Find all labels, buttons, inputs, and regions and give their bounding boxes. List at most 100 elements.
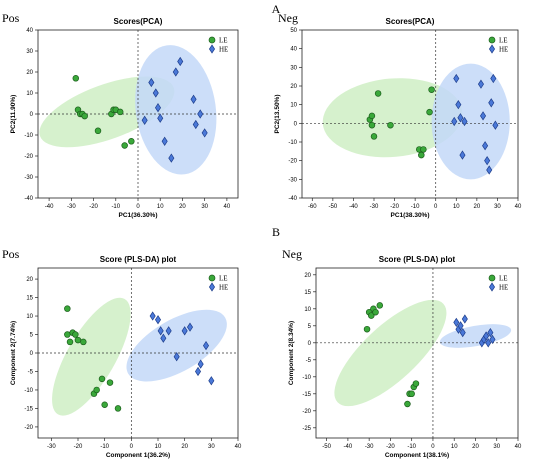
y-tick-label: -15 — [302, 392, 311, 398]
x-tick-label: 0 — [431, 444, 435, 450]
y-tick-label: -10 — [288, 140, 297, 146]
point-le — [412, 380, 420, 387]
point-he — [487, 327, 494, 338]
y-tick-label: -30 — [288, 177, 297, 183]
legend-label-le: LE — [219, 275, 228, 283]
point-le — [81, 112, 88, 120]
point-le — [374, 90, 382, 97]
x-axis-label: Component 1(36.2%) — [106, 452, 170, 459]
point-he — [486, 165, 493, 175]
x-tick-label: 30 — [494, 204, 501, 210]
legend-label-he: HE — [499, 46, 508, 54]
point-le — [368, 312, 375, 319]
point-he — [453, 317, 460, 328]
legend-marker-he — [208, 282, 216, 292]
point-le — [106, 379, 114, 386]
legend-label-he: HE — [219, 46, 228, 54]
point-he — [490, 73, 497, 84]
plot-frame — [315, 267, 519, 439]
x-tick-label: 20 — [474, 204, 481, 210]
y-tick-label: 30 — [26, 49, 33, 55]
legend-marker-le — [488, 36, 496, 44]
point-he — [477, 79, 484, 89]
x-tick-label: 0 — [130, 444, 134, 450]
x-tick-label: -20 — [89, 204, 98, 210]
y-tick-label: 10 — [26, 314, 33, 320]
y-tick-label: -30 — [24, 175, 33, 181]
x-tick-label: 40 — [235, 444, 242, 450]
point-le — [368, 112, 376, 120]
y-tick-label: -40 — [288, 196, 297, 202]
point-le — [101, 401, 108, 408]
x-tick-label: -40 — [344, 444, 353, 450]
confidence-ellipse-he — [126, 309, 227, 382]
y-tick-label: 5 — [30, 333, 34, 339]
x-tick-label: -30 — [67, 204, 76, 210]
point-le — [72, 331, 79, 338]
y-tick-label: 40 — [26, 28, 33, 34]
legend-marker-he — [488, 44, 496, 54]
panel-1: Neg Scores(PCA) -60 -50 -40 -30 -20 -10 0 10 20 30 4… — [274, 11, 522, 219]
confidence-ellipse-he — [135, 45, 217, 175]
point-he — [165, 326, 172, 336]
y-axis-label: Component 2(7.74%) — [10, 321, 17, 385]
point-he — [208, 376, 215, 386]
chart-title: Scores(PCA) — [114, 17, 163, 26]
point-he — [459, 327, 466, 338]
y-tick-label: 0 — [294, 121, 298, 127]
panel-2: Pos Score (PLS-DA) plot -30 -20 -10 0 10 20 30 40… — [2, 247, 242, 459]
y-tick-label: -10 — [24, 133, 33, 139]
panel-label: Pos — [2, 247, 20, 261]
legend-label-le: LE — [219, 37, 228, 45]
point-he — [457, 113, 464, 123]
point-le — [363, 325, 371, 333]
section-b-label: B — [272, 225, 280, 239]
point-he — [154, 103, 162, 113]
point-he — [168, 153, 175, 163]
point-he — [160, 333, 167, 343]
point-he — [484, 156, 491, 166]
y-tick-label: -5 — [306, 358, 312, 364]
legend-marker-le — [208, 274, 216, 282]
confidence-ellipse-le — [334, 299, 447, 407]
point-le — [66, 338, 74, 346]
y-tick-label: 40 — [290, 47, 297, 53]
x-tick-label: 30 — [208, 444, 215, 450]
x-tick-label: 10 — [451, 444, 458, 450]
y-tick-label: -20 — [302, 409, 311, 415]
point-le — [404, 400, 411, 408]
y-tick-label: 0 — [308, 341, 312, 347]
point-le — [72, 75, 80, 82]
point-le — [428, 86, 435, 93]
point-le — [116, 108, 124, 116]
y-tick-label: -25 — [302, 426, 311, 432]
point-he — [197, 109, 204, 119]
x-tick-label: 40 — [515, 204, 522, 210]
x-tick-label: 10 — [155, 444, 162, 450]
point-le — [408, 390, 415, 398]
point-he — [157, 113, 164, 123]
point-he — [480, 111, 487, 121]
y-tick-label: -40 — [24, 196, 33, 202]
point-he — [157, 326, 164, 336]
point-le — [128, 138, 135, 145]
y-tick-label: -15 — [24, 406, 33, 412]
y-axis-label: Component 2(8.34%) — [288, 321, 295, 385]
confidence-ellipse-le — [322, 78, 463, 158]
panel-3: Neg Score (PLS-DA) plot-50 -40 -30 -20 -10 0 10… — [282, 247, 522, 459]
point-le — [426, 108, 433, 116]
legend-label-le: LE — [499, 37, 508, 45]
y-tick-label: 0 — [30, 112, 34, 118]
chart-title: Scores(PCA) — [386, 17, 435, 26]
point-le — [370, 133, 378, 140]
point-le — [114, 405, 122, 412]
x-tick-label: -40 — [45, 204, 54, 210]
point-le — [121, 142, 128, 149]
x-tick-label: 10 — [157, 204, 164, 210]
plot-area — [38, 268, 238, 438]
y-tick-label: 10 — [290, 103, 297, 109]
y-tick-label: 10 — [304, 307, 311, 313]
y-tick-label: 0 — [30, 351, 34, 357]
point-le — [93, 386, 100, 394]
